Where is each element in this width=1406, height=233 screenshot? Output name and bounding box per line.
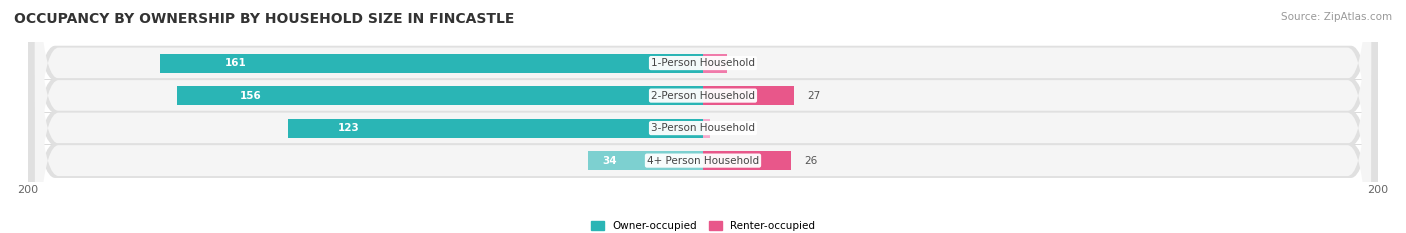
Bar bbox=[703, 54, 727, 72]
Text: 3-Person Household: 3-Person Household bbox=[651, 123, 755, 133]
Bar bbox=[588, 151, 703, 170]
FancyBboxPatch shape bbox=[28, 0, 1378, 233]
Bar bbox=[703, 86, 794, 105]
Text: 26: 26 bbox=[804, 156, 817, 166]
Text: 156: 156 bbox=[240, 91, 262, 101]
Bar bbox=[288, 119, 703, 137]
Text: 34: 34 bbox=[602, 156, 617, 166]
FancyBboxPatch shape bbox=[35, 0, 1371, 233]
Text: Source: ZipAtlas.com: Source: ZipAtlas.com bbox=[1281, 12, 1392, 22]
FancyBboxPatch shape bbox=[35, 0, 1371, 233]
Bar bbox=[703, 151, 790, 170]
Text: 4+ Person Household: 4+ Person Household bbox=[647, 156, 759, 166]
Bar bbox=[177, 86, 703, 105]
Text: 123: 123 bbox=[337, 123, 360, 133]
FancyBboxPatch shape bbox=[28, 0, 1378, 233]
FancyBboxPatch shape bbox=[35, 0, 1371, 233]
Text: 1-Person Household: 1-Person Household bbox=[651, 58, 755, 68]
FancyBboxPatch shape bbox=[28, 0, 1378, 233]
Text: 2-Person Household: 2-Person Household bbox=[651, 91, 755, 101]
FancyBboxPatch shape bbox=[35, 0, 1371, 233]
Bar bbox=[160, 54, 703, 72]
Legend: Owner-occupied, Renter-occupied: Owner-occupied, Renter-occupied bbox=[586, 217, 820, 233]
FancyBboxPatch shape bbox=[28, 0, 1378, 233]
Text: 27: 27 bbox=[807, 91, 821, 101]
Text: 161: 161 bbox=[225, 58, 246, 68]
Text: OCCUPANCY BY OWNERSHIP BY HOUSEHOLD SIZE IN FINCASTLE: OCCUPANCY BY OWNERSHIP BY HOUSEHOLD SIZE… bbox=[14, 12, 515, 26]
Text: 7: 7 bbox=[740, 58, 747, 68]
Bar bbox=[703, 119, 710, 137]
Text: 2: 2 bbox=[723, 123, 730, 133]
